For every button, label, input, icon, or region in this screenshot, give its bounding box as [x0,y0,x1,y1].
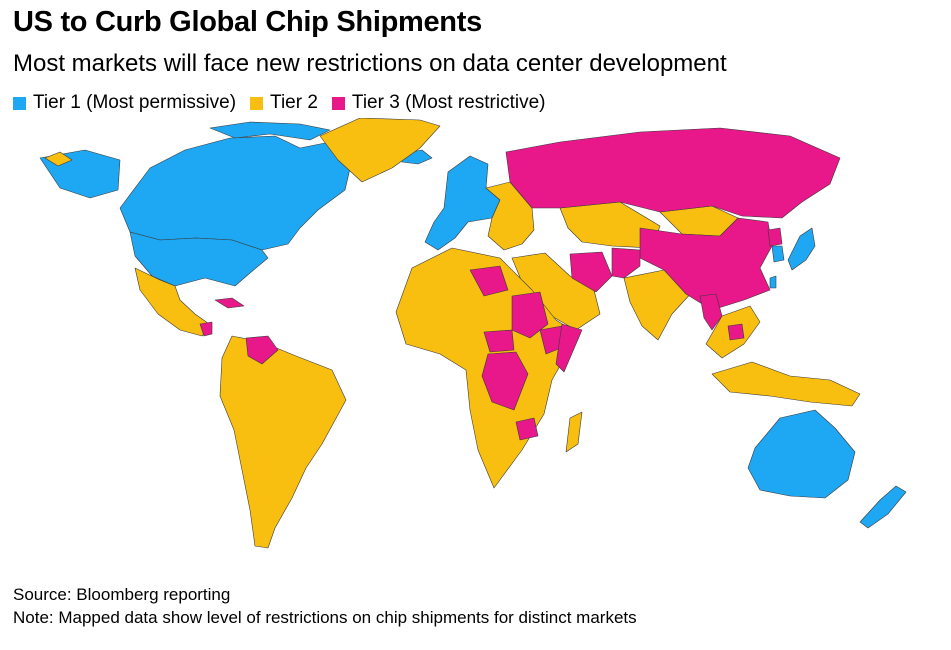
region-somalia [555,323,583,373]
region-russia [505,127,841,219]
region-western-europe [424,155,501,251]
region-south-america [219,335,347,549]
region-dr-congo [481,351,529,411]
legend-label-tier-1: Tier 1 (Most permissive) [33,92,237,113]
legend-item-tier-1: Tier 1 (Most permissive) [13,92,236,114]
region-cuba [214,297,245,309]
legend: Tier 1 (Most permissive) Tier 2 Tier 3 (… [13,92,559,114]
legend-item-tier-2: Tier 2 [250,92,318,114]
world-map [0,118,951,573]
region-belarus [44,151,73,167]
world-map-svg [39,118,907,549]
legend-label-tier-3: Tier 3 (Most restrictive) [351,92,546,113]
region-myanmar [699,293,723,331]
legend-swatch-tier-1 [13,96,26,110]
region-nicaragua [199,321,213,337]
legend-label-tier-2: Tier 2 [270,92,318,113]
region-canada-islands [209,121,331,141]
region-indonesia [711,361,861,407]
region-new-zealand [859,485,907,529]
region-iran [569,251,613,293]
region-australia [747,409,856,499]
region-greenland [319,118,441,183]
region-china [639,217,773,311]
region-madagascar [565,411,583,453]
region-central-asia [559,201,661,249]
region-canada [119,135,353,251]
chart-title: US to Curb Global Chip Shipments [13,6,482,38]
region-sudan [511,291,549,339]
region-central-african-republic [483,329,515,353]
region-north-korea [767,227,783,247]
source-note: Source: Bloomberg reporting [13,585,231,604]
region-taiwan [769,275,777,289]
region-zimbabwe [515,417,539,441]
region-cambodia [727,323,745,341]
chart-subtitle: Most markets will face new restrictions … [13,50,727,77]
region-japan [787,227,816,271]
region-south-korea [771,245,785,263]
footnote: Note: Mapped data show level of restrict… [13,608,637,627]
region-libya [469,265,509,297]
legend-swatch-tier-3 [331,96,345,110]
region-afghanistan [611,247,641,279]
legend-swatch-tier-2 [250,96,264,110]
legend-item-tier-3: Tier 3 (Most restrictive) [331,92,546,114]
region-venezuela [245,335,279,365]
